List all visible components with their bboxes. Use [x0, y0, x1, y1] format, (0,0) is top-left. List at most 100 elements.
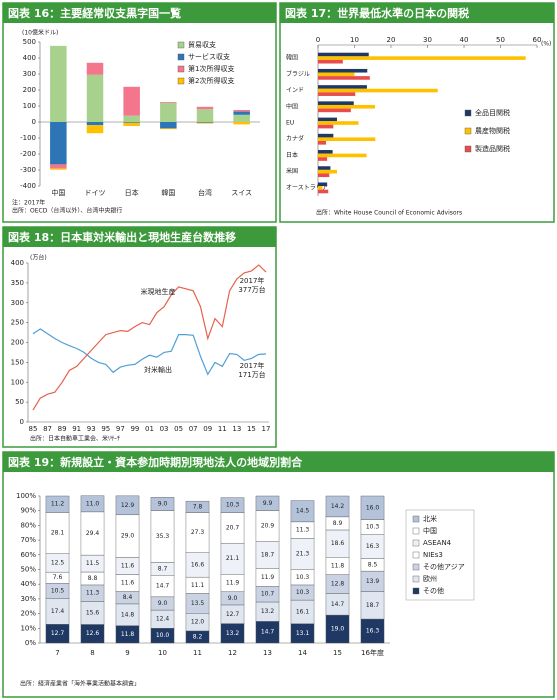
bar-segment	[45, 495, 70, 513]
bar	[318, 72, 355, 77]
data-label: 14.7	[331, 601, 345, 608]
x-tick-label: 03	[160, 425, 169, 433]
y-tick-label: 10%	[20, 624, 36, 632]
annotation: 2017年	[240, 361, 265, 370]
annotation: 対米輸出	[144, 365, 172, 374]
legend-swatch	[412, 527, 420, 535]
data-label: 13.9	[366, 578, 380, 585]
y-axis-label: (10億米ドル)	[22, 29, 58, 37]
data-label: 11.6	[121, 562, 135, 569]
data-label: 35.3	[156, 533, 170, 540]
y-tick-label: 70%	[20, 536, 36, 544]
legend-swatch	[412, 575, 420, 583]
data-label: 13.5	[191, 600, 205, 607]
data-label: 15.6	[86, 610, 100, 617]
y-tick-label: 日本	[286, 151, 298, 159]
data-label: 28.1	[51, 530, 65, 537]
bar-segment	[123, 122, 140, 123]
bar	[318, 133, 334, 138]
y-tick-label: 250	[11, 319, 24, 327]
y-tick-label: 350	[11, 279, 24, 287]
panel-title: 図表 18：日本車対米輸出と現地生産台数推移	[8, 230, 236, 244]
bar-segment	[160, 102, 177, 122]
data-label: 14.7	[261, 629, 275, 636]
bar	[318, 104, 375, 109]
bar	[318, 169, 337, 174]
bar-segment	[86, 62, 104, 75]
data-label: 8.9	[333, 520, 343, 527]
y-tick-label: EU	[286, 120, 294, 127]
y-tick-label: 60%	[20, 551, 36, 559]
note: 注：2017年	[12, 199, 45, 207]
data-label: 16.3	[366, 543, 380, 550]
y-tick-label: -400	[20, 182, 36, 190]
bar-segment	[160, 128, 177, 130]
panel	[2, 226, 277, 448]
legend-swatch	[412, 539, 420, 547]
legend-label: ASEAN4	[423, 539, 452, 547]
legend-swatch	[464, 145, 472, 153]
legend-label: 第2次所得収支	[188, 76, 234, 85]
data-label: 14.8	[121, 611, 135, 618]
bar	[318, 56, 526, 60]
panel-header	[3, 452, 554, 472]
data-label: 12.7	[226, 611, 240, 618]
data-label: 9.9	[263, 500, 273, 507]
bar-segment	[160, 122, 177, 129]
legend-label: 貿易収支	[188, 40, 216, 49]
y-tick-label: 200	[11, 339, 24, 347]
y-tick-label: 米国	[286, 167, 298, 175]
annotation: 2017年	[240, 276, 265, 285]
x-tick-label: 11	[193, 649, 202, 657]
x-tick-label: ドイツ	[85, 189, 106, 197]
x-tick-label: 30	[423, 36, 432, 44]
legend-label: 欧州	[423, 574, 437, 583]
legend-swatch	[464, 109, 472, 117]
annotation: 171万台	[238, 370, 265, 379]
data-label: 7.8	[193, 503, 203, 510]
x-tick-label: 20	[387, 36, 396, 44]
data-label: 12.5	[51, 559, 65, 566]
y-tick-label: 50	[15, 398, 24, 406]
legend-swatch	[412, 515, 420, 523]
bar-segment	[50, 122, 67, 165]
legend-label: その他アジア	[423, 562, 465, 571]
data-label: 11.5	[86, 560, 100, 567]
data-label: 10.3	[226, 502, 240, 509]
data-label: 11.0	[86, 500, 100, 507]
y-axis-label: (万台)	[30, 254, 47, 262]
y-tick-label: 0	[32, 118, 36, 126]
annotation: 米現地生産	[141, 287, 176, 296]
y-tick-label: 500	[23, 38, 36, 46]
source: 出所：日本自動車工業会、米ﾘｻｰﾁ	[30, 435, 120, 443]
data-label: 11.8	[121, 631, 135, 638]
y-tick-label: インド	[286, 87, 304, 94]
data-label: 12.6	[86, 630, 100, 637]
y-tick-label: 40%	[20, 580, 36, 588]
data-label: 20.7	[226, 524, 240, 531]
x-tick-label: 07	[189, 425, 198, 433]
data-label: 12.9	[121, 502, 135, 509]
legend-label: 製造品関税	[475, 144, 510, 153]
bar-segment	[196, 122, 214, 123]
legend-swatch	[412, 587, 420, 595]
data-label: 13.2	[226, 630, 240, 637]
data-label: 11.6	[121, 580, 135, 587]
data-label: 8.8	[88, 575, 98, 582]
bar-segment	[123, 122, 140, 126]
data-label: 10.3	[366, 524, 380, 531]
y-tick-label: 20%	[20, 610, 36, 618]
y-tick-label: 0	[20, 418, 24, 426]
data-label: 16.0	[366, 504, 380, 511]
x-tick-label: 中国	[51, 188, 65, 197]
data-label: 19.0	[331, 626, 345, 633]
y-tick-label: 中国	[286, 102, 298, 110]
legend-swatch	[177, 65, 185, 73]
x-tick-label: 99	[130, 425, 139, 433]
data-label: 17.4	[51, 608, 65, 615]
legend-swatch	[177, 41, 185, 49]
y-tick-label: 30%	[20, 595, 36, 603]
bar-segment	[50, 45, 67, 123]
bar-segment	[290, 500, 315, 523]
